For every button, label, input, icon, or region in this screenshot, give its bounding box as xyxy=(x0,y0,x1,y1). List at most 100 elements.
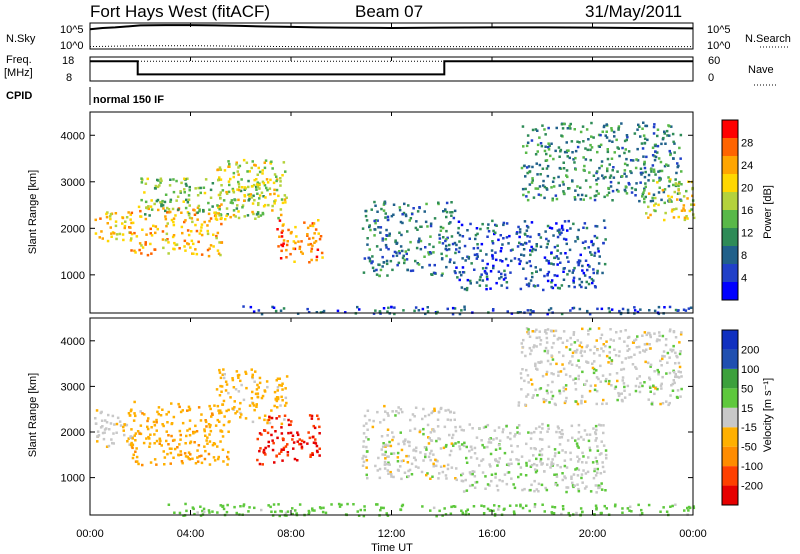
data-cell xyxy=(610,359,614,362)
y-tick-label: 1000 xyxy=(61,473,85,485)
data-cell xyxy=(576,185,579,188)
data-cell xyxy=(648,378,652,381)
data-cell xyxy=(208,425,212,429)
y-tick-label: 2000 xyxy=(61,223,85,235)
data-cell xyxy=(596,445,599,448)
data-cell xyxy=(456,276,459,279)
data-cell xyxy=(276,386,280,389)
data-cell xyxy=(551,380,554,384)
data-cell xyxy=(551,199,554,202)
data-cell xyxy=(559,261,562,264)
data-cell xyxy=(546,328,550,331)
data-cell xyxy=(280,243,283,247)
data-cell xyxy=(682,207,685,210)
data-cell xyxy=(197,444,201,447)
data-cell xyxy=(450,466,454,469)
data-cell xyxy=(516,426,519,429)
data-cell xyxy=(365,422,368,425)
data-cell xyxy=(209,196,213,199)
data-cell xyxy=(352,503,355,506)
data-cell xyxy=(387,306,390,310)
data-cell xyxy=(123,423,126,426)
colorbar-swatch xyxy=(722,264,738,282)
data-cell xyxy=(168,447,172,450)
data-cell xyxy=(418,430,422,434)
data-cell xyxy=(389,470,392,474)
data-cell xyxy=(466,255,469,258)
data-cell xyxy=(563,464,567,468)
data-cell xyxy=(612,176,616,179)
data-cell xyxy=(656,134,659,138)
data-cell xyxy=(109,226,112,229)
data-cell xyxy=(381,453,384,456)
data-cell xyxy=(586,148,589,152)
data-cell xyxy=(255,403,258,406)
data-cell xyxy=(450,235,454,238)
data-cell xyxy=(240,413,243,416)
data-cell xyxy=(160,204,163,208)
data-cell xyxy=(399,431,402,434)
data-cell xyxy=(638,345,641,349)
data-cell xyxy=(427,253,431,256)
data-cell xyxy=(678,146,681,150)
data-cell xyxy=(187,213,191,217)
data-cell xyxy=(191,506,195,509)
data-cell xyxy=(582,469,585,472)
data-cell xyxy=(392,213,395,216)
data-cell xyxy=(279,180,282,183)
data-cell xyxy=(383,463,387,466)
data-cell xyxy=(98,236,101,239)
data-cell xyxy=(184,249,187,252)
data-cell xyxy=(267,504,270,507)
data-cell xyxy=(538,336,541,339)
data-cell xyxy=(659,402,662,406)
data-cell xyxy=(463,441,466,445)
data-cell xyxy=(486,227,490,230)
data-cell xyxy=(395,410,398,413)
data-cell xyxy=(483,270,487,273)
data-cell xyxy=(554,452,557,455)
data-cell xyxy=(661,402,665,405)
data-cell xyxy=(320,251,324,255)
data-cell xyxy=(281,459,284,462)
data-cell xyxy=(318,454,321,457)
freq-label: Freq. xyxy=(6,54,32,66)
data-cell xyxy=(605,377,608,381)
data-cell xyxy=(539,142,543,145)
data-cell xyxy=(532,394,535,397)
data-cell xyxy=(395,242,398,245)
data-cell xyxy=(566,256,569,259)
colorbar-tick-label: -200 xyxy=(741,481,763,493)
data-cell xyxy=(453,261,456,264)
data-cell xyxy=(470,448,474,451)
data-cell xyxy=(527,331,530,334)
data-cell xyxy=(594,456,598,460)
data-cell xyxy=(573,198,577,201)
data-cell xyxy=(170,422,174,425)
data-cell xyxy=(106,239,110,243)
data-cell xyxy=(663,130,666,133)
data-cell xyxy=(567,219,570,223)
data-cell xyxy=(525,195,528,198)
data-cell xyxy=(449,410,452,414)
data-cell xyxy=(576,237,580,241)
data-cell xyxy=(589,158,592,162)
data-cell xyxy=(133,412,136,415)
data-cell xyxy=(106,222,109,225)
data-cell xyxy=(452,444,455,447)
data-cell xyxy=(543,274,546,278)
data-cell xyxy=(158,442,161,445)
data-cell xyxy=(674,182,678,185)
data-cell xyxy=(610,157,614,160)
data-cell xyxy=(406,440,410,443)
data-cell xyxy=(556,338,560,341)
x-axis-label: Time UT xyxy=(371,542,413,554)
data-cell xyxy=(529,235,532,239)
data-cell xyxy=(623,340,626,343)
data-cell xyxy=(458,246,461,250)
data-cell xyxy=(552,512,556,515)
data-cell xyxy=(220,241,223,244)
data-cell xyxy=(597,423,601,427)
data-cell xyxy=(129,436,132,440)
